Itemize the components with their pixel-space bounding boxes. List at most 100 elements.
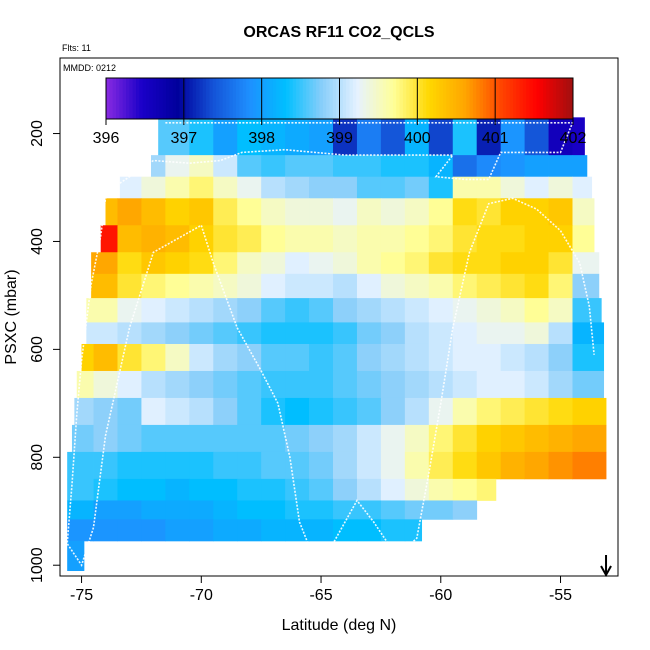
heatmap-cell (380, 252, 406, 275)
colorbar-segment (559, 78, 564, 119)
colorbar-segment (176, 78, 180, 119)
heatmap-cell (500, 225, 525, 253)
heatmap-cell (261, 370, 286, 399)
heatmap-cell (141, 519, 166, 542)
heatmap-cell (189, 322, 214, 345)
heatmap-cell (165, 155, 190, 178)
colorbar-segment (439, 78, 444, 119)
heatmap-cell (452, 397, 478, 426)
heatmap-cell (165, 298, 190, 323)
heatmap-cell (285, 155, 310, 178)
heatmap-cell (189, 397, 214, 426)
colorbar-tick-label: 396 (93, 130, 120, 147)
colorbar-segment (122, 78, 127, 119)
colorbar-segment (416, 78, 421, 119)
heatmap-cell (572, 176, 593, 199)
colorbar-segment (146, 78, 150, 119)
colorbar-segment (466, 78, 471, 119)
heatmap-cell (237, 176, 262, 199)
heatmap-cell (476, 424, 502, 453)
colorbar-segment (199, 78, 204, 119)
colorbar-segment (219, 78, 224, 119)
heatmap-cell (356, 451, 382, 480)
heatmap-cell (165, 397, 190, 426)
heatmap-cell (117, 322, 142, 345)
colorbar-segment (356, 78, 361, 119)
colorbar-segment (496, 78, 501, 119)
heatmap-cell (380, 478, 406, 501)
colorbar-segment (229, 78, 234, 119)
heatmap-cell (261, 225, 286, 253)
colorbar-segment (156, 78, 160, 119)
heatmap-cell (548, 343, 573, 372)
colorbar-segment (382, 78, 387, 119)
heatmap-cell (428, 478, 454, 501)
colorbar-tick-label: 401 (482, 130, 509, 147)
heatmap-cell (237, 397, 262, 426)
marker-arrow-head (600, 565, 612, 578)
heatmap-cell (404, 451, 430, 480)
heatmap-cell (189, 117, 214, 156)
heatmap-cell (67, 500, 94, 520)
heatmap-cell (452, 322, 478, 345)
heatmap-cell (309, 322, 334, 345)
heatmap-cell (237, 322, 262, 345)
colorbar-segment (182, 78, 187, 119)
colorbar-segment (386, 78, 391, 119)
heatmap-cell (428, 273, 454, 299)
colorbar-segment (542, 78, 547, 119)
heatmap-cell (333, 176, 358, 199)
heatmap-cell (500, 451, 525, 480)
colorbar-segment (212, 78, 217, 119)
heatmap-cell (67, 478, 94, 501)
heatmap-cell (356, 176, 382, 199)
heatmap-cell (476, 298, 502, 323)
heatmap-cell (333, 225, 358, 253)
heatmap-cell (524, 117, 549, 156)
heatmap-cell (333, 478, 358, 501)
heatmap-cell (71, 424, 94, 453)
colorbar-segment (479, 78, 484, 119)
heatmap-cell (158, 117, 190, 156)
colorbar-segment (299, 78, 304, 119)
colorbar-segment (206, 78, 210, 119)
heatmap-cell (93, 500, 118, 520)
colorbar-segment (162, 78, 167, 119)
colorbar-segment (116, 78, 120, 119)
heatmap-cell (237, 451, 262, 480)
colorbar-segment (319, 78, 324, 119)
heatmap-cell (189, 424, 214, 453)
heatmap-cell (380, 155, 406, 178)
colorbar-segment (169, 78, 174, 119)
heatmap-cell (548, 424, 573, 453)
heatmap-cell (285, 370, 310, 399)
heatmap-cell (213, 478, 238, 501)
heatmap-cell (285, 451, 310, 480)
heatmap-cell (452, 424, 478, 453)
colorbar-segment (292, 78, 297, 119)
heatmap-cell (380, 176, 406, 199)
heatmap-cell (476, 478, 497, 501)
heatmap-cell (141, 478, 166, 501)
heatmap-cell (105, 198, 118, 226)
heatmap-cell (309, 343, 334, 372)
heatmap-cell (285, 252, 310, 275)
colorbar-segment (389, 78, 394, 119)
colorbar-segment (456, 78, 461, 119)
colorbar-segment (379, 78, 384, 119)
heatmap-cell (285, 519, 310, 542)
colorbar-segment (222, 78, 227, 119)
colorbar-segment (366, 78, 371, 119)
heatmap-cell (428, 451, 454, 480)
colorbar-segment (432, 78, 437, 119)
colorbar-segment (106, 78, 110, 119)
colorbar-segment (239, 78, 244, 119)
heatmap-cell (524, 176, 549, 199)
colorbar-segment (266, 78, 270, 119)
heatmap-cell (333, 198, 358, 226)
heatmap-cell (404, 176, 430, 199)
heatmap-cell (237, 500, 262, 520)
heatmap-cell (500, 370, 525, 399)
